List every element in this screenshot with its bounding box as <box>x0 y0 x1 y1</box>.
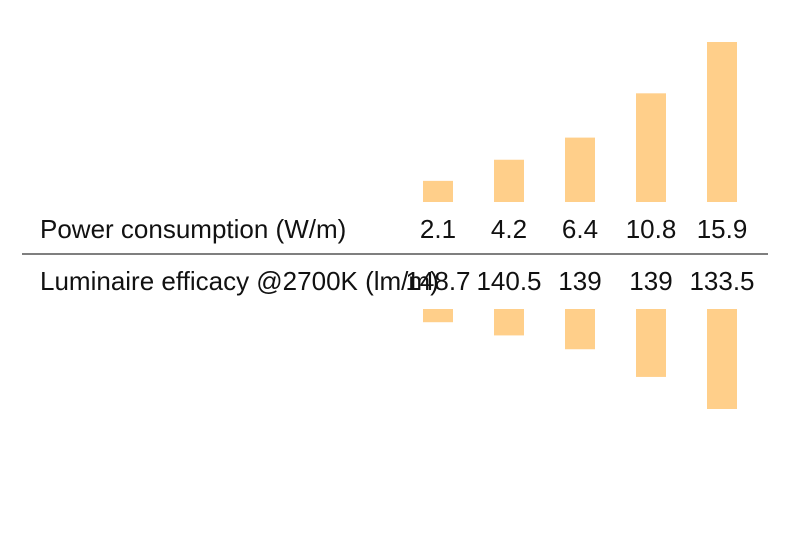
power-row-label: Power consumption (W/m) <box>40 214 346 244</box>
efficacy-bar-4 <box>636 309 666 377</box>
efficacy-bars <box>423 309 737 409</box>
efficacy-value-label: 139 <box>629 266 672 296</box>
power-value-label: 4.2 <box>491 214 527 244</box>
efficacy-bar-3 <box>565 309 595 350</box>
power-value-label: 2.1 <box>420 214 456 244</box>
efficacy-bar-5 <box>707 309 737 409</box>
power-bar-2 <box>494 159 524 202</box>
power-bar-5 <box>707 42 737 202</box>
efficacy-values: 148.7 140.5 139 139 133.5 <box>405 266 754 296</box>
efficacy-value-label: 133.5 <box>689 266 754 296</box>
power-bar-1 <box>423 180 453 202</box>
efficacy-value-label: 148.7 <box>405 266 470 296</box>
power-bars <box>423 42 737 202</box>
efficacy-bar-2 <box>494 309 524 336</box>
power-value-label: 15.9 <box>697 214 748 244</box>
efficacy-bar-1 <box>423 309 453 323</box>
power-values: 2.1 4.2 6.4 10.8 15.9 <box>420 214 747 244</box>
power-value-label: 10.8 <box>626 214 677 244</box>
power-value-label: 6.4 <box>562 214 598 244</box>
efficacy-value-label: 139 <box>558 266 601 296</box>
efficacy-row-label: Luminaire efficacy @2700K (lm/m) <box>40 266 439 296</box>
power-bar-4 <box>636 93 666 202</box>
power-bar-3 <box>565 137 595 202</box>
efficacy-value-label: 140.5 <box>476 266 541 296</box>
